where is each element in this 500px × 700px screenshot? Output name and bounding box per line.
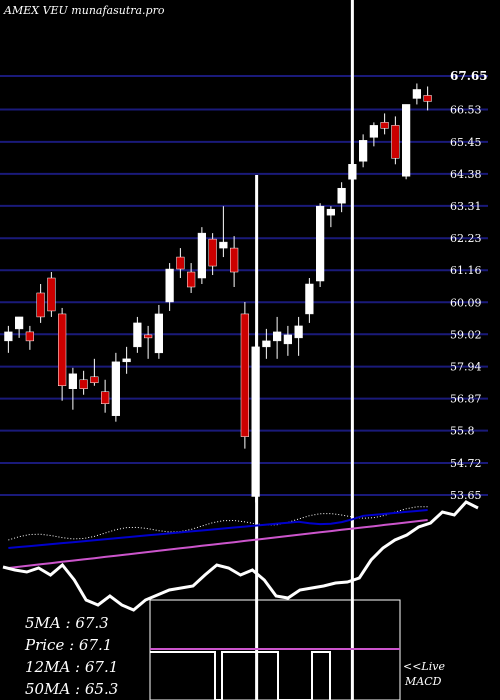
y-tick-label: 66.53 xyxy=(450,104,482,117)
candle-bearish xyxy=(90,376,99,384)
candle-bullish xyxy=(122,358,131,363)
candle-bullish xyxy=(359,140,368,162)
pink-ma-line xyxy=(8,519,428,569)
candle-bearish xyxy=(423,95,432,102)
stat-12ma: 12MA : 67.1 xyxy=(25,658,118,676)
candle-bullish xyxy=(412,89,421,99)
volume-spike-bar xyxy=(255,175,259,700)
candle-bullish xyxy=(197,232,206,279)
candle-bearish xyxy=(380,122,389,129)
oscillator-line xyxy=(2,500,479,612)
y-tick-label: 61.16 xyxy=(450,264,482,277)
y-tick-label: 59.02 xyxy=(450,328,482,341)
macd-live-label: <<Live xyxy=(403,660,445,673)
candle-bearish xyxy=(47,277,56,312)
macd-panel xyxy=(149,599,401,700)
volume-spike-bar xyxy=(350,0,354,700)
candle-bearish xyxy=(208,238,217,267)
candle-bullish xyxy=(15,316,24,330)
candle-bullish xyxy=(154,313,163,354)
candle-bullish xyxy=(402,104,411,177)
candle-bearish xyxy=(230,247,239,273)
stat-price: Price : 67.1 xyxy=(24,636,112,654)
candles xyxy=(4,0,432,700)
candle-bullish xyxy=(316,205,325,282)
candle-bullish xyxy=(337,187,346,204)
stat-5ma: 5MA : 67.3 xyxy=(25,614,109,632)
labels: 67.65 66.53 65.45 64.38 63.31 62.23 61.16 60.09… xyxy=(3,4,488,698)
y-tick-label: 53.65 xyxy=(450,489,482,502)
candle-bullish xyxy=(262,340,271,348)
macd-label: MACD xyxy=(404,675,442,688)
y-tick-label: 62.23 xyxy=(450,232,482,245)
candle-bullish xyxy=(219,241,228,249)
candle-bullish xyxy=(111,361,120,416)
candle-bearish xyxy=(25,331,34,342)
y-tick-label: 54.72 xyxy=(450,457,482,470)
watermark: AMEX VEU munafasutra.pro xyxy=(3,4,165,17)
candle-bearish xyxy=(391,125,400,159)
candle-bullish xyxy=(273,331,282,342)
y-tick-label: 64.38 xyxy=(450,168,482,181)
candle-bullish xyxy=(305,283,314,315)
candle-bearish xyxy=(36,292,45,318)
blue-ma-line xyxy=(8,509,428,549)
candle-bullish xyxy=(326,208,335,216)
macd-signal-line xyxy=(150,651,331,700)
indicators xyxy=(2,500,479,612)
y-tick-label: 56.87 xyxy=(450,393,482,406)
candle-bullish xyxy=(294,325,303,339)
candle-bearish xyxy=(240,313,249,437)
y-tick-label: 55.8 xyxy=(450,425,475,438)
candle-bearish xyxy=(101,391,110,404)
candle-bullish xyxy=(369,125,378,138)
candle-bullish xyxy=(283,334,292,345)
y-tick-label: 57.94 xyxy=(450,361,482,374)
candle-bearish xyxy=(187,271,196,288)
candle-bearish xyxy=(79,379,88,390)
dotted-band-line xyxy=(8,506,428,541)
y-tick-label: 63.31 xyxy=(450,200,482,213)
stat-50ma: 50MA : 65.3 xyxy=(25,680,118,698)
candle-bearish xyxy=(176,256,185,270)
candle-bullish xyxy=(68,373,77,390)
candle-bullish xyxy=(165,268,174,303)
grid-lines xyxy=(0,75,488,496)
candle-bullish xyxy=(133,322,142,348)
y-tick-label: 67.65 xyxy=(450,69,488,83)
candle-bearish xyxy=(58,313,67,387)
y-tick-label: 60.09 xyxy=(450,296,482,309)
y-tick-label: 65.45 xyxy=(450,136,482,149)
candle-bullish xyxy=(4,331,13,342)
candle-bearish xyxy=(144,334,153,339)
